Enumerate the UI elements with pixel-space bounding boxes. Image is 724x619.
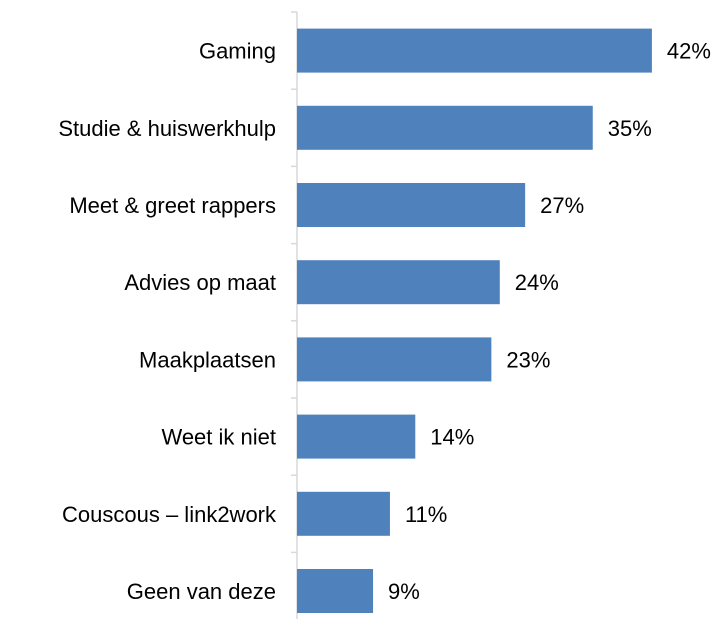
category-label: Studie & huiswerkhulp [58,116,276,141]
bar [297,260,500,305]
data-label: 27% [540,193,584,218]
category-label: Weet ik niet [161,425,276,450]
bar [297,183,526,227]
bar [297,569,374,613]
data-label: 35% [608,116,652,141]
bar [297,105,593,150]
category-label: Maakplaatsen [139,347,276,372]
category-label: Gaming [199,39,276,64]
category-label: Geen van deze [127,579,276,604]
category-label: Advies op maat [124,270,276,295]
data-label: 23% [506,347,550,372]
bar [297,491,390,536]
data-label: 11% [405,502,447,527]
data-label: 24% [515,270,559,295]
category-label: Meet & greet rappers [69,193,276,218]
bar [297,28,652,73]
bar [297,414,416,459]
data-label: 14% [430,425,474,450]
bar [297,337,492,382]
data-label: 42% [667,39,711,64]
bar-layer [297,28,652,613]
category-label: Couscous – link2work [62,502,277,527]
data-label: 9% [388,579,420,604]
label-layer: Gaming 42% Studie & huiswerkhulp 35% Meet & … [58,39,711,604]
axis-layer [291,11,298,619]
